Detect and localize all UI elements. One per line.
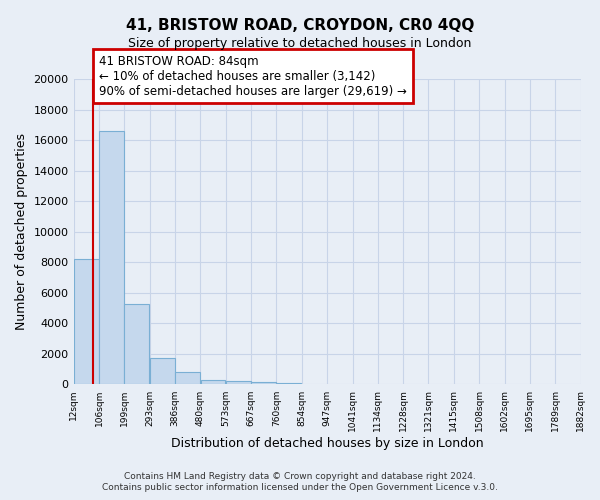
X-axis label: Distribution of detached houses by size in London: Distribution of detached houses by size … [171,437,484,450]
Bar [251,382,276,384]
Bar [200,380,226,384]
Bar [175,372,200,384]
Text: 41, BRISTOW ROAD, CROYDON, CR0 4QQ: 41, BRISTOW ROAD, CROYDON, CR0 4QQ [126,18,474,32]
Text: Size of property relative to detached houses in London: Size of property relative to detached ho… [128,38,472,51]
Bar [277,383,301,384]
Text: Contains HM Land Registry data © Crown copyright and database right 2024.: Contains HM Land Registry data © Crown c… [124,472,476,481]
Bar [124,304,149,384]
Text: Contains public sector information licensed under the Open Government Licence v.: Contains public sector information licen… [102,484,498,492]
Bar [99,131,124,384]
Text: 41 BRISTOW ROAD: 84sqm
← 10% of detached houses are smaller (3,142)
90% of semi-: 41 BRISTOW ROAD: 84sqm ← 10% of detached… [99,54,407,98]
Y-axis label: Number of detached properties: Number of detached properties [15,133,28,330]
Bar [150,358,175,384]
Bar [74,259,98,384]
Bar [226,382,251,384]
